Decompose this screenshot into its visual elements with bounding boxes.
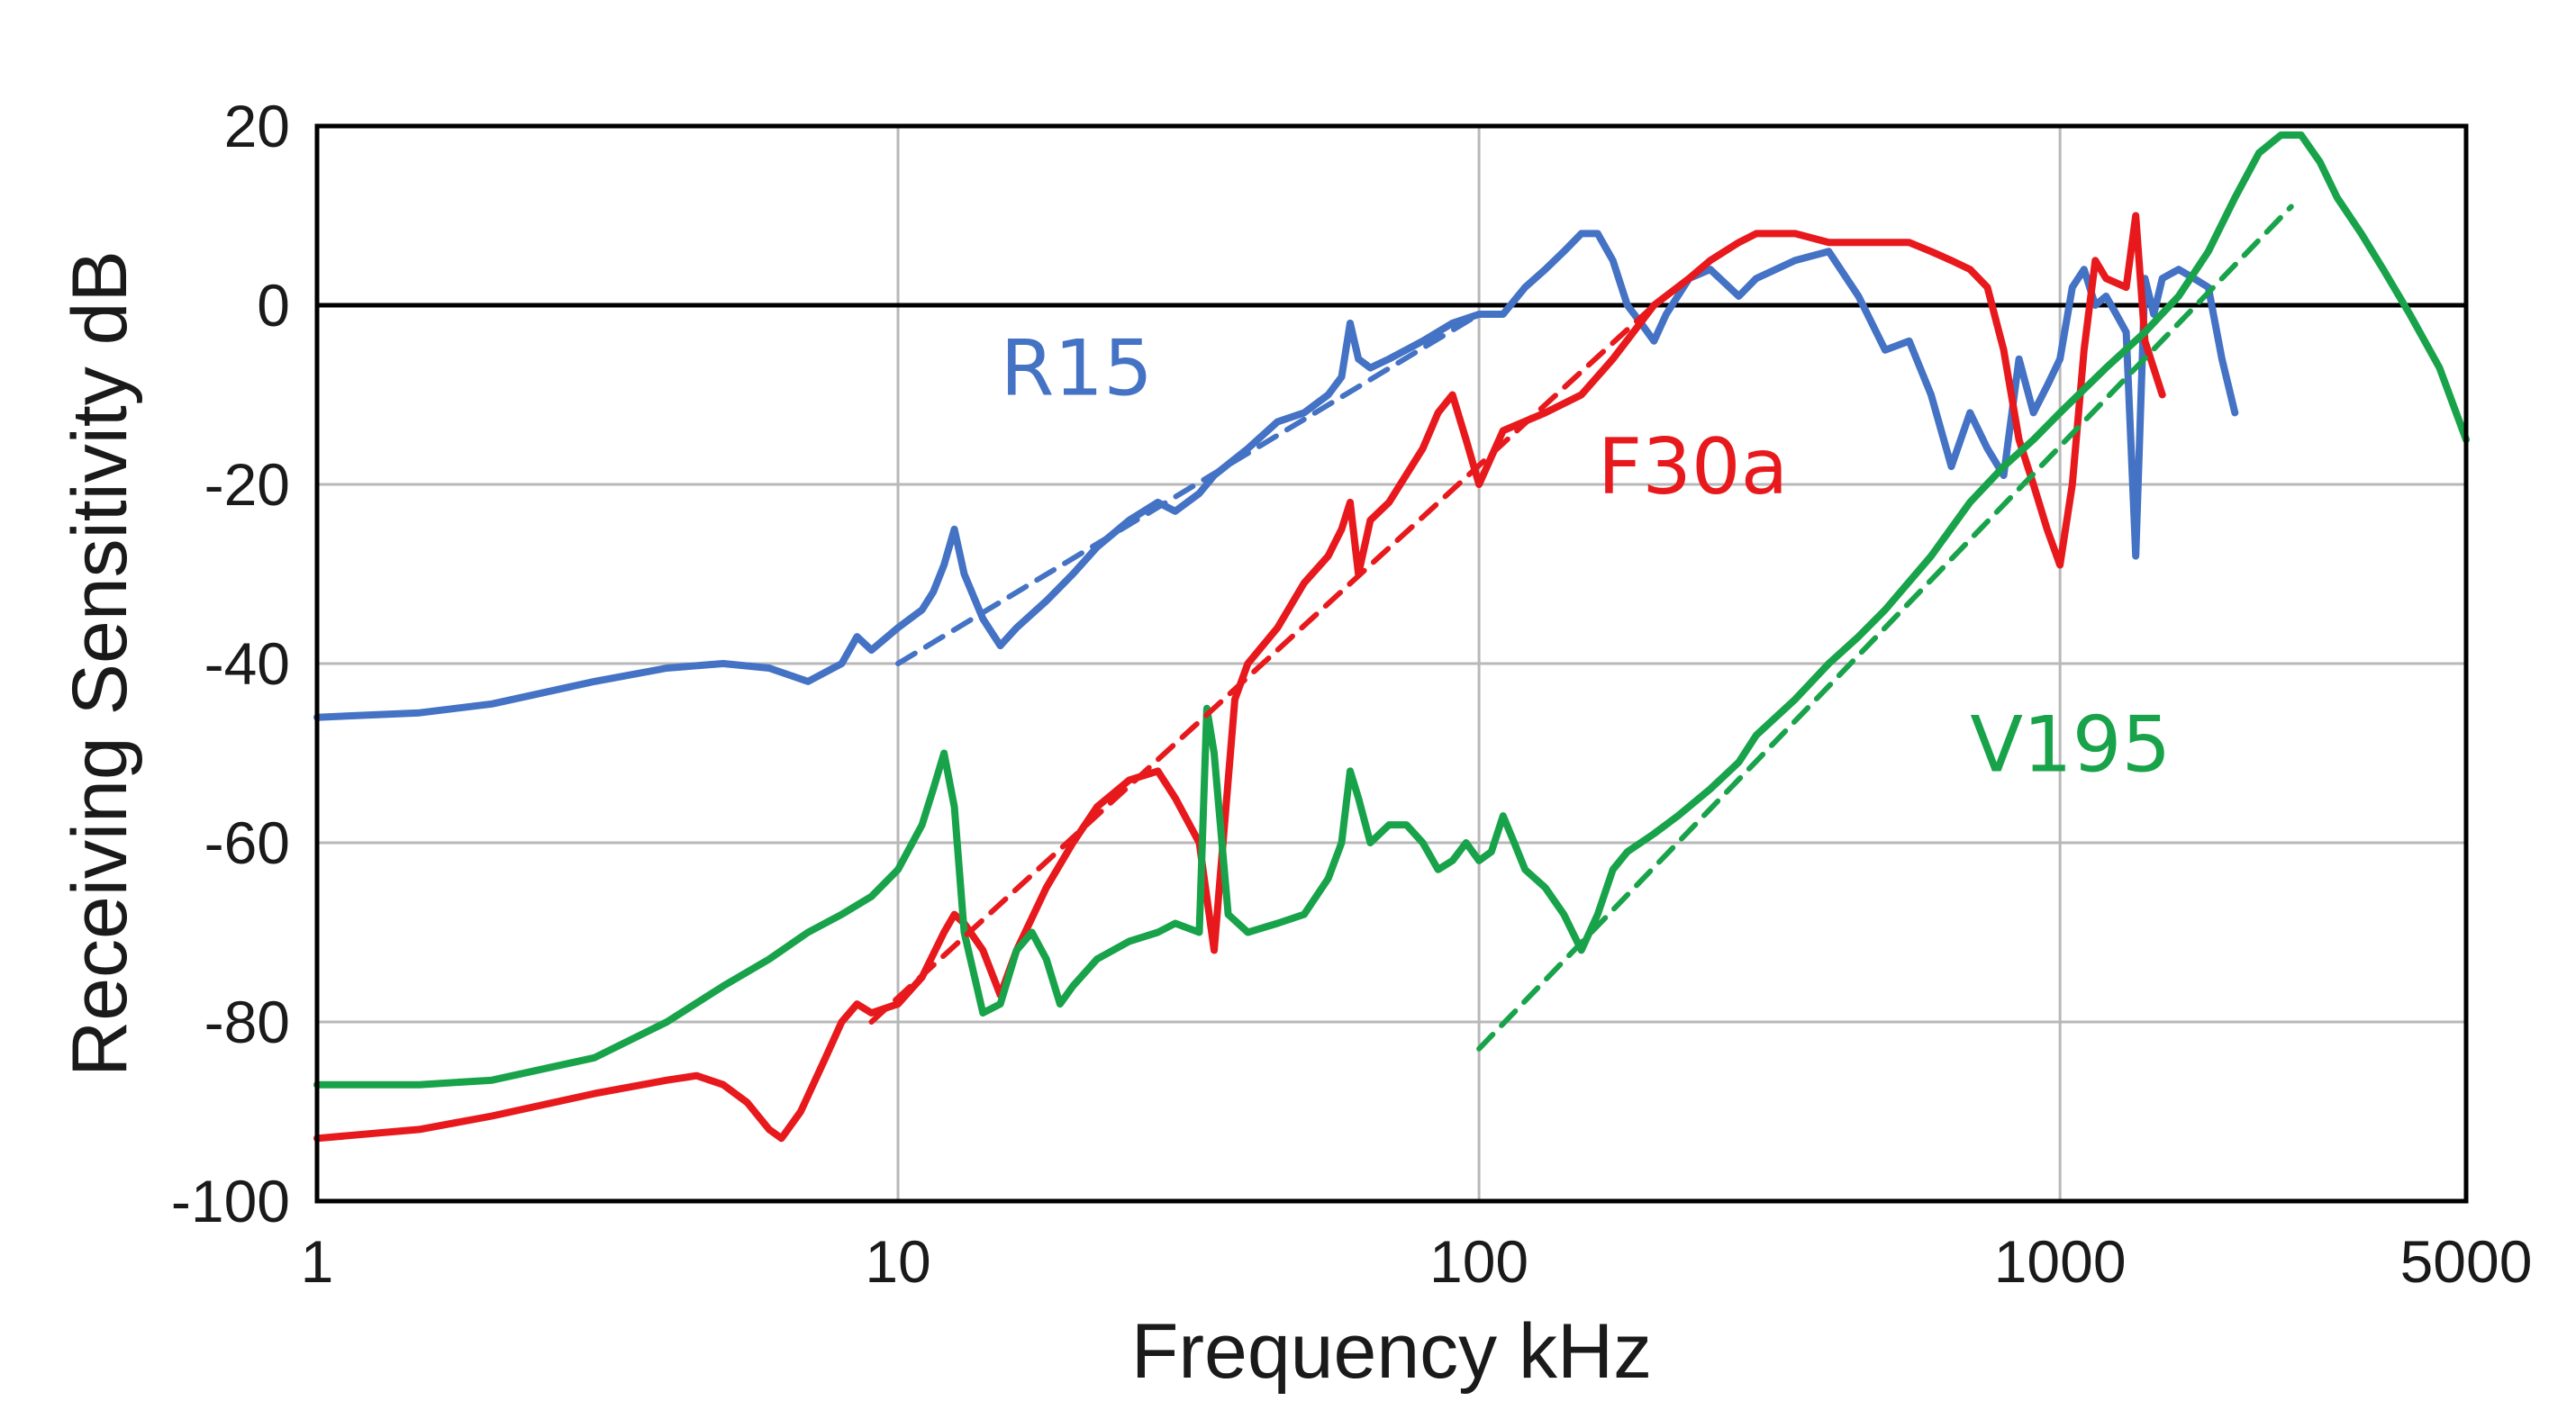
plot-frame xyxy=(314,123,2469,1204)
x-tick-label: 1000 xyxy=(1994,1228,2127,1295)
x-tick-label: 5000 xyxy=(2400,1228,2533,1295)
series-line-v195-fit xyxy=(1476,203,2294,1052)
series-line-f30a xyxy=(313,212,2166,1143)
x-tick-label: 10 xyxy=(865,1228,930,1295)
series-lines xyxy=(313,131,2470,1143)
series-line-r15-fit xyxy=(895,312,1483,666)
series-labels: R15 F30a V195 xyxy=(1001,324,2172,791)
series-line-r15 xyxy=(313,230,2239,721)
y-tick-label: 20 xyxy=(224,93,290,159)
x-axis-title: Frequency kHz xyxy=(1131,1308,1652,1395)
series-label-r15: R15 xyxy=(1001,324,1153,414)
y-tick-label: -20 xyxy=(204,451,290,518)
y-tick-label: -80 xyxy=(204,989,290,1055)
x-axis-ticks: 1 10 100 1000 5000 xyxy=(301,1228,2533,1295)
y-axis-title: Receiving Sensitivity dB xyxy=(57,250,143,1077)
series-label-f30a: F30a xyxy=(1598,422,1789,512)
series-line-f30a-fit xyxy=(868,303,1657,1025)
y-axis-ticks: -100 -80 -60 -40 -20 0 20 xyxy=(171,93,290,1234)
y-tick-label: 0 xyxy=(257,272,290,339)
series-label-v195: V195 xyxy=(1970,700,2171,790)
y-tick-label: -40 xyxy=(204,630,290,697)
x-tick-label: 100 xyxy=(1429,1228,1528,1295)
x-tick-label: 1 xyxy=(301,1228,334,1295)
y-tick-label: -60 xyxy=(204,809,290,876)
y-tick-label: -100 xyxy=(171,1168,290,1234)
series-line-v195 xyxy=(313,131,2470,1089)
